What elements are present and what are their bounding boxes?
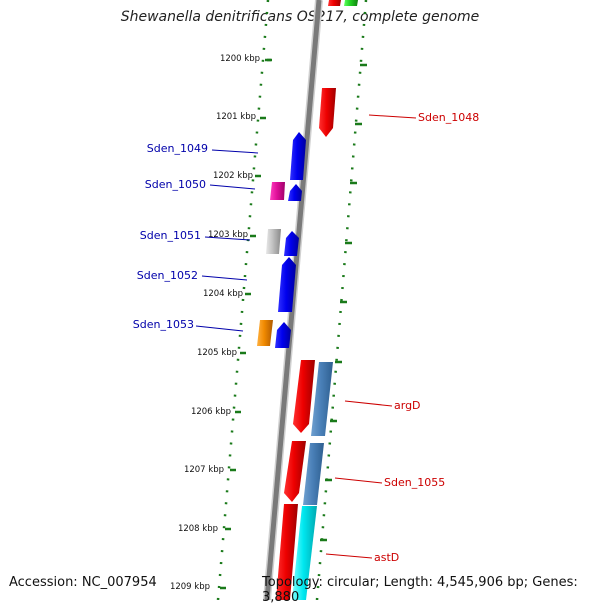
gene-label-sden-1049[interactable]: Sden_1049 (147, 142, 208, 155)
leader-argd (344, 400, 393, 407)
gene-label-astd[interactable]: astD (374, 551, 399, 564)
gene-label-sden-1055[interactable]: Sden_1055 (384, 476, 445, 489)
gene-sden-1052 (278, 257, 296, 312)
major-ticks (220, 58, 367, 590)
gene-argd (293, 360, 315, 433)
scale-label: 1209 kbp (170, 582, 210, 592)
scale-label: 1200 kbp (220, 54, 260, 64)
accession-text: Accession: NC_007954 (9, 575, 157, 590)
gene-sden-1051-b (284, 231, 299, 256)
scale-label: 1201 kbp (216, 112, 256, 122)
leader-sden-1049 (211, 149, 259, 154)
scale-label: 1203 kbp (208, 230, 248, 240)
gene-astd (276, 504, 298, 600)
scale-label: 1202 kbp (213, 171, 253, 181)
gene-top-green (344, 0, 358, 6)
leader-sden-1055 (334, 477, 383, 484)
scale-label: 1204 kbp (203, 289, 243, 299)
gene-sden-1049 (290, 132, 306, 180)
gene-sden-1048 (319, 88, 336, 137)
gene-argd-steel (311, 362, 333, 436)
scale-label: 1206 kbp (191, 407, 231, 417)
gene-astd-cyan (292, 506, 317, 600)
scale-labels: 1200 kbp 1201 kbp 1202 kbp 1203 kbp 1204… (170, 54, 260, 592)
right-tick-guide (315, 0, 368, 600)
leader-sden-1053 (195, 325, 244, 332)
gene-sden-1055-steel (303, 443, 324, 505)
leader-sden-1048 (368, 114, 417, 119)
leader-astd (325, 553, 373, 559)
gene-label-sden-1050[interactable]: Sden_1050 (145, 178, 206, 191)
gene-sden-1053-a (257, 320, 273, 346)
gene-sden-1051-a (266, 229, 281, 254)
gene-label-sden-1051[interactable]: Sden_1051 (140, 229, 201, 242)
map-title: Shewanella denitrificans OS217, complete… (120, 9, 480, 25)
gene-sden-1050-b (288, 184, 302, 201)
gene-sden-1055 (284, 441, 306, 502)
forward-genes (257, 132, 306, 348)
scale-label: 1208 kbp (178, 524, 218, 534)
leader-sden-1052 (201, 275, 248, 281)
gene-label-sden-1052[interactable]: Sden_1052 (137, 269, 198, 282)
gene-sden-1050-a (270, 182, 285, 200)
gene-top-red (328, 0, 341, 6)
leader-sden-1051 (204, 236, 251, 241)
reverse-genes (276, 0, 358, 600)
genome-summary-text: Topology: circular; Length: 4,545,906 bp… (262, 575, 578, 605)
leader-sden-1050 (209, 184, 256, 190)
left-tick-guide (216, 0, 270, 600)
scale-label: 1207 kbp (184, 465, 224, 475)
gene-sden-1053-b (275, 322, 291, 348)
scale-label: 1205 kbp (197, 348, 237, 358)
gene-label-sden-1053[interactable]: Sden_1053 (133, 318, 194, 331)
gene-label-argd[interactable]: argD (394, 399, 421, 412)
gene-label-sden-1048[interactable]: Sden_1048 (418, 111, 479, 124)
